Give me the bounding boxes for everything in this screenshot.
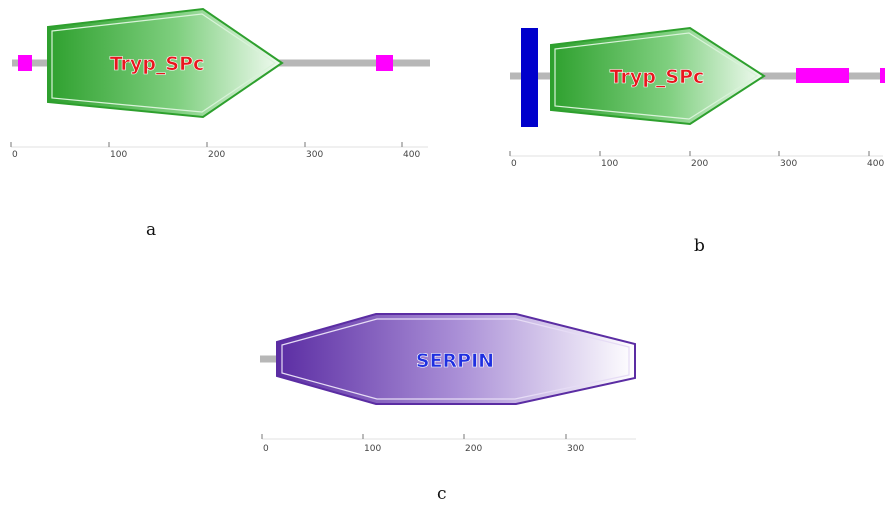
low-complexity-region (18, 55, 32, 71)
tick-label: 100 (364, 444, 381, 454)
tick-label: 400 (403, 150, 420, 160)
signal-peptide (521, 28, 538, 127)
domain-highlight (281, 318, 630, 400)
tick-label: 300 (780, 159, 797, 169)
tick-label: 200 (465, 444, 482, 454)
domain-highlight (51, 13, 277, 113)
domain-label: Tryp_SPc (610, 66, 705, 88)
tick-label: 200 (208, 150, 225, 160)
tick-label: 0 (263, 444, 269, 454)
caption-b: b (694, 236, 705, 256)
tick-label: 300 (306, 150, 323, 160)
tryp-spc-domain (550, 26, 766, 126)
ruler: 0 100 200 300 400 (10, 142, 428, 160)
tick-label: 400 (867, 159, 884, 169)
domain-label: SERPIN (416, 350, 494, 372)
low-complexity-region (880, 68, 885, 83)
low-complexity-region (796, 68, 849, 83)
serpin-domain (276, 313, 636, 405)
tick-label: 100 (110, 150, 127, 160)
tryp-spc-domain (47, 7, 284, 119)
caption-c: c (437, 484, 447, 504)
panel-c-diagram: SERPIN 0 100 200 300 (260, 313, 636, 454)
panel-a-diagram: Tryp_SPc 0 100 200 300 400 (10, 7, 430, 160)
tick-label: 300 (567, 444, 584, 454)
domain-label: Tryp_SPc (110, 53, 205, 75)
domain-highlight (554, 32, 759, 120)
tick-label: 0 (12, 150, 18, 160)
tick-label: 200 (691, 159, 708, 169)
low-complexity-region (376, 55, 393, 71)
panel-b-diagram: Tryp_SPc 0 100 200 300 400 (509, 26, 885, 169)
tick-label: 100 (601, 159, 618, 169)
ruler: 0 100 200 300 (261, 434, 636, 454)
caption-a: a (146, 220, 157, 240)
ruler: 0 100 200 300 400 (509, 151, 884, 169)
tick-label: 0 (511, 159, 517, 169)
